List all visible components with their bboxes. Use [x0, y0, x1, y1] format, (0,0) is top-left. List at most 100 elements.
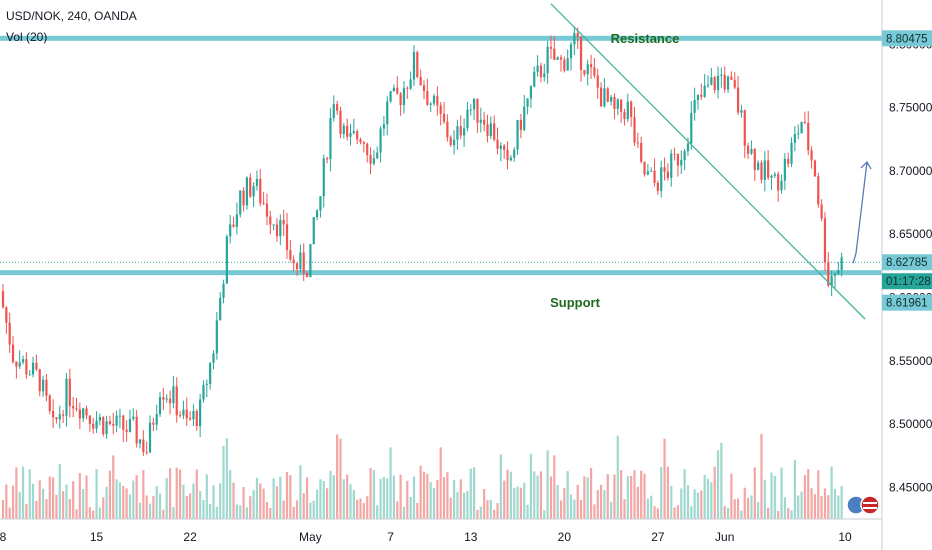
volume-bar — [209, 503, 212, 519]
volume-bar — [225, 438, 228, 519]
candle-body — [827, 262, 830, 286]
volume-bar — [476, 509, 479, 519]
candle-body — [623, 111, 626, 120]
candle-body — [840, 257, 843, 270]
time-tick-label: 10 — [838, 530, 852, 544]
candle-body — [442, 113, 446, 122]
volume-bar — [603, 490, 606, 519]
candle-body — [516, 119, 519, 150]
volume-bar — [439, 447, 442, 519]
candle-body — [212, 353, 215, 363]
volume-bar — [630, 476, 633, 519]
volume-bar — [31, 483, 35, 519]
volume-bar — [833, 488, 837, 519]
volume-bar — [222, 445, 225, 519]
volume-bar — [553, 455, 556, 519]
candle-body — [817, 176, 820, 205]
volume-bar — [509, 471, 512, 519]
volume-bar — [152, 496, 155, 519]
candle-body — [483, 119, 486, 125]
candle-body — [800, 121, 803, 134]
price-tick-label: 8.50000 — [889, 417, 932, 431]
projection-arrow[interactable] — [852, 161, 868, 264]
candle-body — [459, 126, 462, 136]
candle-body — [336, 103, 339, 111]
candle-body — [245, 177, 249, 206]
volume-bar — [452, 479, 456, 519]
volume-bar — [449, 497, 452, 519]
candle-body — [202, 384, 205, 400]
candle-body — [8, 322, 11, 345]
candle-body — [28, 374, 31, 376]
volume-bar — [676, 505, 680, 519]
candle-body — [513, 149, 516, 158]
candle-body — [232, 224, 235, 227]
candle-body — [626, 101, 629, 120]
candle-body — [162, 397, 165, 400]
volume-bar — [409, 497, 412, 519]
candle-body — [389, 91, 392, 102]
volume-bar — [593, 504, 596, 519]
volume-bar — [640, 470, 643, 519]
candle-body — [229, 224, 232, 237]
candle-body — [48, 395, 51, 411]
resistance-line[interactable] — [0, 35, 882, 41]
candle-body — [790, 142, 793, 164]
volume-bar — [108, 470, 112, 519]
volume-bar — [793, 459, 796, 519]
candle-body — [499, 145, 502, 149]
candle-body — [275, 224, 279, 237]
candle-body — [633, 117, 636, 143]
candle-body — [45, 379, 48, 396]
candle-body — [25, 359, 28, 375]
candle-body — [138, 439, 142, 444]
trendline[interactable] — [550, 3, 866, 320]
candle-body — [172, 386, 175, 404]
volume-bar — [730, 473, 733, 519]
candle-body — [75, 408, 78, 410]
candle-body — [733, 79, 736, 88]
candle-body — [31, 362, 35, 375]
volume-bar — [346, 474, 349, 519]
support-price-tag: 8.61961 — [886, 298, 928, 310]
candle-body — [663, 167, 666, 172]
volume-bar — [660, 466, 663, 519]
volume-bar — [65, 484, 68, 519]
volume-bar — [249, 496, 252, 519]
candle-body — [315, 210, 319, 218]
volume-bar — [720, 442, 723, 519]
candle-body — [279, 219, 282, 237]
candle-body — [356, 131, 359, 140]
price-tags: 8.80475 8.62785 01:17:28 8.61961 — [882, 30, 932, 311]
volume-bar — [690, 506, 693, 519]
candle-body — [88, 415, 91, 424]
candle-body — [750, 148, 753, 154]
candle-body — [225, 236, 228, 284]
support-line[interactable] — [0, 270, 882, 276]
volume-bar — [1, 500, 5, 519]
candle-body — [640, 142, 643, 162]
time-axis[interactable]: 8 15 22 May 7 13 20 27 Jun 10 — [0, 530, 852, 544]
candle-body — [52, 410, 55, 418]
volume-indicator-title: Vol (20) — [6, 30, 47, 44]
candle-body — [563, 59, 566, 71]
candle-body — [38, 369, 41, 392]
candle-body — [102, 417, 105, 435]
candle-body — [620, 99, 623, 112]
candle-body — [292, 259, 295, 264]
candle-body — [108, 421, 112, 425]
volume-bar — [716, 450, 720, 519]
volume-bar — [459, 479, 462, 519]
candle-body — [466, 109, 469, 129]
time-tick-label: 7 — [387, 530, 394, 544]
volume-bar — [536, 475, 539, 519]
candle-body — [549, 46, 553, 49]
candle-body — [583, 70, 586, 75]
volume-bar — [259, 483, 262, 519]
volume-bar — [740, 510, 743, 519]
candle-body — [295, 263, 299, 270]
last-price-tag: 8.62785 — [886, 257, 928, 269]
volume-bar — [98, 507, 101, 519]
volume-bar — [262, 488, 265, 519]
